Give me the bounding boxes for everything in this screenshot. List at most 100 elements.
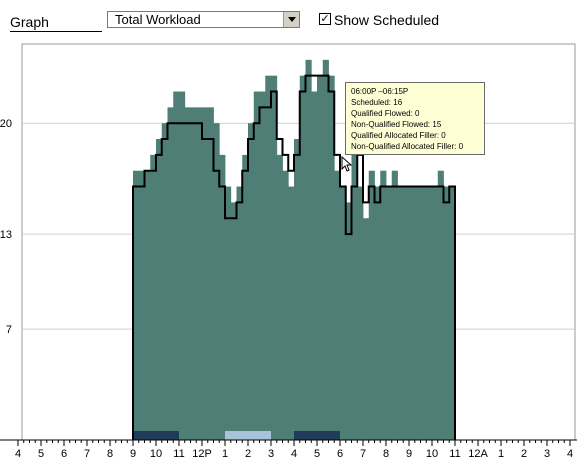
workload-bar [138, 170, 145, 440]
tooltip-non-qualified-flowed: Non-Qualified Flowed: 15 [351, 120, 442, 129]
x-tick-label: 1 [498, 448, 504, 460]
graph-label: Graph [10, 14, 102, 32]
workload-bar [196, 107, 203, 441]
workload-bar [271, 75, 278, 441]
x-tick-label: 6 [337, 448, 343, 460]
workload-bar [265, 75, 272, 441]
workload-series [133, 59, 456, 441]
workload-bar [409, 186, 416, 440]
y-tick-label: 20 [0, 118, 12, 130]
graph-type-selected-value: Total Workload [115, 12, 201, 27]
x-tick-label: 7 [360, 448, 366, 460]
x-tick-label: 9 [406, 448, 412, 460]
workload-bar [437, 170, 444, 440]
workload-bar [167, 107, 174, 441]
workload-bar [357, 186, 364, 440]
x-tick-label: 11 [173, 448, 184, 460]
tooltip-time-range: 06:00P –06:15P [351, 87, 409, 96]
graph-type-select[interactable]: Total Workload [107, 11, 300, 28]
workload-bar [161, 123, 168, 440]
y-axis-ticks: 7 13 20 [0, 118, 12, 336]
workload-bar [449, 186, 456, 440]
x-tick-label: 3 [268, 448, 274, 460]
workload-bar [242, 154, 249, 440]
workload-bar [322, 59, 329, 441]
workload-bar [230, 202, 237, 440]
workload-bar [443, 186, 450, 440]
workload-bar [248, 123, 255, 440]
toolbar: Graph Total Workload ✓ Show Scheduled [0, 0, 577, 34]
workload-bar [150, 154, 157, 440]
interval-tooltip: 06:00P –06:15P Scheduled: 16 Qualified F… [345, 82, 485, 155]
workload-bar [345, 202, 352, 440]
workload-bar [374, 186, 381, 440]
x-tick-label: 11 [449, 448, 460, 460]
x-tick-label: 12A [468, 448, 488, 460]
workload-bar [317, 75, 324, 441]
workload-bar [190, 107, 197, 441]
workload-bar [414, 186, 421, 440]
time-band [225, 431, 271, 440]
x-tick-label: 9 [130, 448, 136, 460]
workload-bar [334, 170, 341, 440]
workload-bar [253, 91, 260, 440]
workload-bar [432, 186, 439, 440]
workload-bar [294, 139, 301, 440]
workload-bar [305, 59, 312, 441]
workload-bar [299, 75, 306, 441]
workload-bar [225, 186, 232, 440]
workload-bar [420, 186, 427, 440]
x-tick-label: 3 [544, 448, 550, 460]
workload-chart: 7 13 20 4 5 6 7 8 9 10 11 12P 1 2 3 4 5 6 7 8 9 10 11 12A 1 2 3 4 [0, 43, 577, 460]
mouse-pointer-icon [341, 156, 353, 172]
x-tick-label: 6 [61, 448, 67, 460]
x-tick-label: 2 [521, 448, 527, 460]
x-tick-label: 5 [38, 448, 44, 460]
workload-bar [184, 107, 191, 441]
workload-bar [380, 170, 387, 440]
workload-bar [144, 170, 151, 440]
workload-bar [311, 91, 318, 440]
workload-bar [276, 154, 283, 440]
x-tick-label: 1 [222, 448, 228, 460]
time-band [133, 431, 179, 440]
workload-bar [282, 170, 289, 440]
x-tick-label: 7 [84, 448, 90, 460]
show-scheduled-label: Show Scheduled [334, 12, 440, 28]
tooltip-qualified-allocated-filler: Qualified Allocated Filler: 0 [351, 131, 446, 140]
workload-bar [391, 170, 398, 440]
workload-bar [133, 170, 140, 440]
scheduled-series [132, 74, 456, 440]
x-tick-label: 2 [245, 448, 251, 460]
time-bands [133, 431, 340, 440]
y-tick-label: 7 [6, 324, 12, 336]
workload-bar [397, 186, 404, 440]
workload-bar [236, 186, 243, 440]
x-tick-label: 8 [383, 448, 389, 460]
workload-bar [219, 154, 226, 440]
workload-bar [202, 107, 209, 441]
x-tick-label: 4 [567, 448, 573, 460]
x-tick-label: 10 [150, 448, 162, 460]
y-tick-label: 13 [0, 229, 12, 241]
workload-bar [351, 154, 358, 440]
x-axis: 4 5 6 7 8 9 10 11 12P 1 2 3 4 5 6 7 8 9 10 11 12A 1 2 3 4 [0, 439, 577, 460]
workload-bar [403, 186, 410, 440]
workload-bar [426, 186, 433, 440]
workload-bar [363, 218, 370, 440]
tooltip-non-qualified-allocated-filler: Non-Qualified Allocated Filler: 0 [351, 142, 464, 151]
x-tick-label: 5 [314, 448, 320, 460]
scheduled-line [132, 74, 456, 440]
time-band [294, 431, 340, 440]
workload-bar [179, 91, 186, 440]
workload-bar [173, 91, 180, 440]
workload-bar [156, 139, 163, 440]
workload-bar [288, 186, 295, 440]
chevron-down-icon[interactable] [283, 12, 299, 27]
show-scheduled-checkbox[interactable]: ✓ [319, 13, 331, 25]
x-tick-label: 4 [15, 448, 21, 460]
x-tick-label: 8 [107, 448, 113, 460]
workload-bar [213, 123, 220, 440]
tooltip-qualified-flowed: Qualified Flowed: 0 [351, 109, 420, 118]
workload-bar [368, 170, 375, 440]
